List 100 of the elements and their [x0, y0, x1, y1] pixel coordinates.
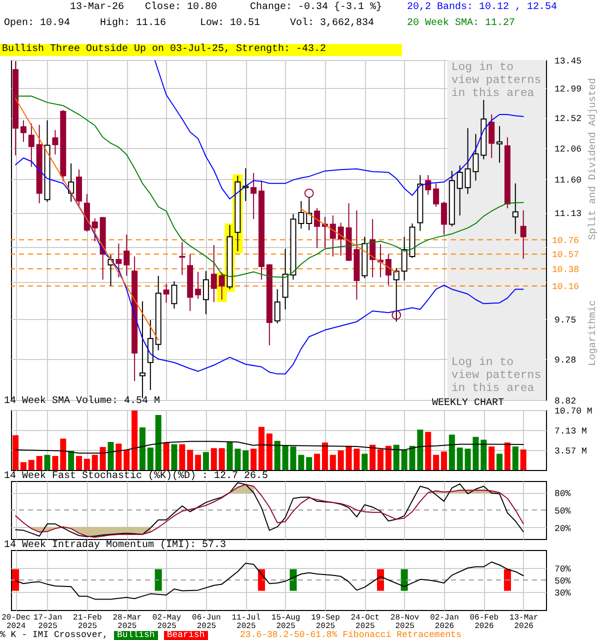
- candlestick: [171, 280, 178, 310]
- band-label: Log in to view patterns in this area: [451, 61, 542, 100]
- text: High: 11.16: [100, 18, 166, 30]
- bar: [496, 454, 503, 470]
- candlestick: [282, 248, 288, 310]
- x-tick-label: 06-Jun 2025: [192, 614, 222, 631]
- bar: [258, 426, 264, 470]
- bar: [36, 456, 42, 470]
- bar: [132, 410, 138, 470]
- y-tick-label: 80%: [554, 489, 572, 500]
- text: Logarithmic: [588, 300, 600, 366]
- candlestick: [520, 210, 526, 260]
- candlestick: [195, 271, 202, 300]
- bar: [52, 456, 58, 470]
- text: Bearish: [164, 630, 208, 640]
- bar: [338, 450, 344, 470]
- bar: [456, 448, 463, 470]
- bar: [314, 454, 320, 470]
- text: 20,2 Bands: 10.12 , 12.54: [407, 2, 558, 14]
- text: Bullish Three Outside Up on 03-Jul-25, Strength: -43.2: [0, 44, 402, 56]
- bar: [84, 458, 90, 470]
- candlestick: [496, 126, 503, 164]
- bar: [433, 454, 440, 470]
- bar: [202, 452, 209, 470]
- y-tick-label: 50%: [554, 576, 572, 586]
- text: Low: 10.51: [200, 18, 260, 30]
- bar: [330, 454, 336, 470]
- candlestick: [76, 169, 82, 208]
- bar: [60, 438, 66, 470]
- legend-title: % K - IMI Crossover,: [0, 630, 108, 640]
- candlestick: [210, 244, 217, 303]
- bar: [440, 451, 447, 470]
- chart-title: 14 Week Intraday Momentum (IMI): 57.3: [4, 539, 226, 551]
- x-tick-label: 11-Jul 2025: [232, 614, 261, 631]
- bar: [488, 446, 495, 470]
- x-tick-label: 20-Dec 2024: [2, 614, 31, 631]
- bar: [250, 448, 257, 470]
- annotation: WEEKLY CHART: [432, 398, 504, 410]
- y-tick-label: 3.57 M: [554, 446, 587, 456]
- ref-line-label: 10.38: [552, 264, 580, 275]
- bar: [100, 447, 106, 470]
- bar: [195, 454, 202, 470]
- bar: [163, 442, 170, 470]
- y-tick-label: 50%: [554, 506, 572, 516]
- bar: [44, 454, 50, 470]
- y-tick-label: 12.06: [554, 144, 582, 154]
- x-tick-label: 28-Mar 2025: [112, 614, 142, 631]
- bar: [210, 448, 217, 470]
- y-tick-label: 12.52: [554, 114, 582, 124]
- candlestick: [433, 182, 440, 208]
- y-tick-label: 10.70 M: [554, 406, 592, 416]
- bar: [76, 456, 82, 470]
- bar: [520, 449, 526, 470]
- y-tick-label: 20%: [554, 524, 572, 534]
- x-tick-label: 02-May 2025: [152, 614, 182, 631]
- bar: [378, 449, 384, 470]
- candlestick: [52, 130, 58, 156]
- text: 23.6-38.2-50-61.8% Fibonacci Retracements: [240, 630, 462, 640]
- text: 20 Week SMA: 11.27: [407, 18, 516, 30]
- candlestick: [124, 234, 130, 276]
- bar: [139, 427, 146, 470]
- x-tick-label: 17-Jan 2025: [33, 614, 62, 631]
- candlestick: [314, 208, 320, 249]
- y-tick-label: 11.13: [554, 209, 582, 220]
- candlestick: [456, 164, 463, 216]
- candlestick: [116, 243, 122, 278]
- candlestick: [28, 123, 34, 168]
- candlestick: [179, 242, 186, 276]
- y-tick-label: 8.82: [554, 396, 576, 406]
- y-tick-label: 11.60: [554, 176, 582, 186]
- x-tick-label: 19-Sep 2025: [311, 614, 340, 631]
- chart-title: 14 Week Fast Stochastic (%K)(%D) : 12.7 26.5: [4, 470, 268, 482]
- bar: [306, 457, 312, 470]
- candlestick: [330, 214, 336, 257]
- candlestick: [250, 172, 257, 220]
- bar: [242, 450, 249, 470]
- candlestick: [401, 236, 408, 281]
- y-tick-label: 9.28: [554, 356, 576, 366]
- candlestick: [425, 174, 432, 196]
- bar: [274, 440, 280, 470]
- bar: [362, 454, 368, 470]
- bar: [512, 446, 518, 470]
- bar: [147, 448, 154, 470]
- text: 13-Mar-26: [70, 2, 124, 14]
- text: Log in to view patterns in this area: [451, 356, 542, 395]
- x-tick-label: 13-Mar 2026: [509, 614, 538, 631]
- bar: [171, 444, 178, 470]
- bar: [155, 415, 162, 470]
- bar: [218, 448, 225, 470]
- bar: [28, 460, 34, 470]
- y-tick-label: 13.45: [554, 56, 582, 66]
- ref-line-label: 10.76: [552, 236, 580, 246]
- bar: [68, 450, 74, 470]
- x-tick-label: 15-Aug 2025: [271, 614, 300, 631]
- text: Close: 10.80: [145, 2, 218, 14]
- x-tick-label: 06-Feb 2026: [470, 614, 499, 631]
- candlestick: [393, 267, 400, 322]
- text: Vol: 3,662,834: [290, 18, 374, 30]
- bar: [12, 435, 19, 470]
- candlestick: [338, 222, 344, 256]
